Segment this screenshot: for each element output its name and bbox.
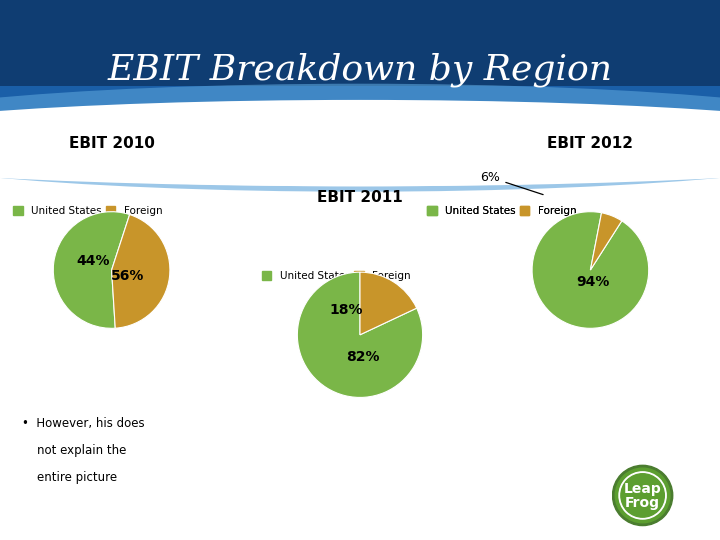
Ellipse shape <box>108 104 720 168</box>
Legend: United States, Foreign: United States, Foreign <box>426 205 577 217</box>
Text: EBIT 2012: EBIT 2012 <box>547 136 634 151</box>
Text: EBIT Breakdown by Region: EBIT Breakdown by Region <box>107 53 613 87</box>
Wedge shape <box>297 272 423 397</box>
Circle shape <box>619 472 666 519</box>
Text: EBIT 2010: EBIT 2010 <box>68 136 155 151</box>
Text: •  However, his does: • However, his does <box>22 417 144 430</box>
Text: 94%: 94% <box>577 275 610 289</box>
Text: 18%: 18% <box>330 303 363 317</box>
Wedge shape <box>112 214 170 328</box>
Wedge shape <box>532 212 649 328</box>
Text: 44%: 44% <box>76 254 109 268</box>
Circle shape <box>613 465 672 525</box>
Wedge shape <box>590 213 622 270</box>
Text: Leap: Leap <box>624 482 662 496</box>
Ellipse shape <box>0 100 720 186</box>
Circle shape <box>616 468 670 523</box>
Ellipse shape <box>0 84 720 192</box>
Text: not explain the: not explain the <box>22 444 126 457</box>
Text: 82%: 82% <box>346 350 380 364</box>
Text: entire picture: entire picture <box>22 471 117 484</box>
FancyBboxPatch shape <box>0 0 720 151</box>
Text: 6%: 6% <box>480 171 543 194</box>
Text: Frog: Frog <box>625 496 660 510</box>
Text: 56%: 56% <box>112 269 145 283</box>
Wedge shape <box>53 212 130 328</box>
Ellipse shape <box>0 111 720 186</box>
Text: EBIT 2011: EBIT 2011 <box>317 190 403 205</box>
Circle shape <box>621 474 665 517</box>
FancyBboxPatch shape <box>0 0 720 86</box>
Wedge shape <box>360 272 417 335</box>
